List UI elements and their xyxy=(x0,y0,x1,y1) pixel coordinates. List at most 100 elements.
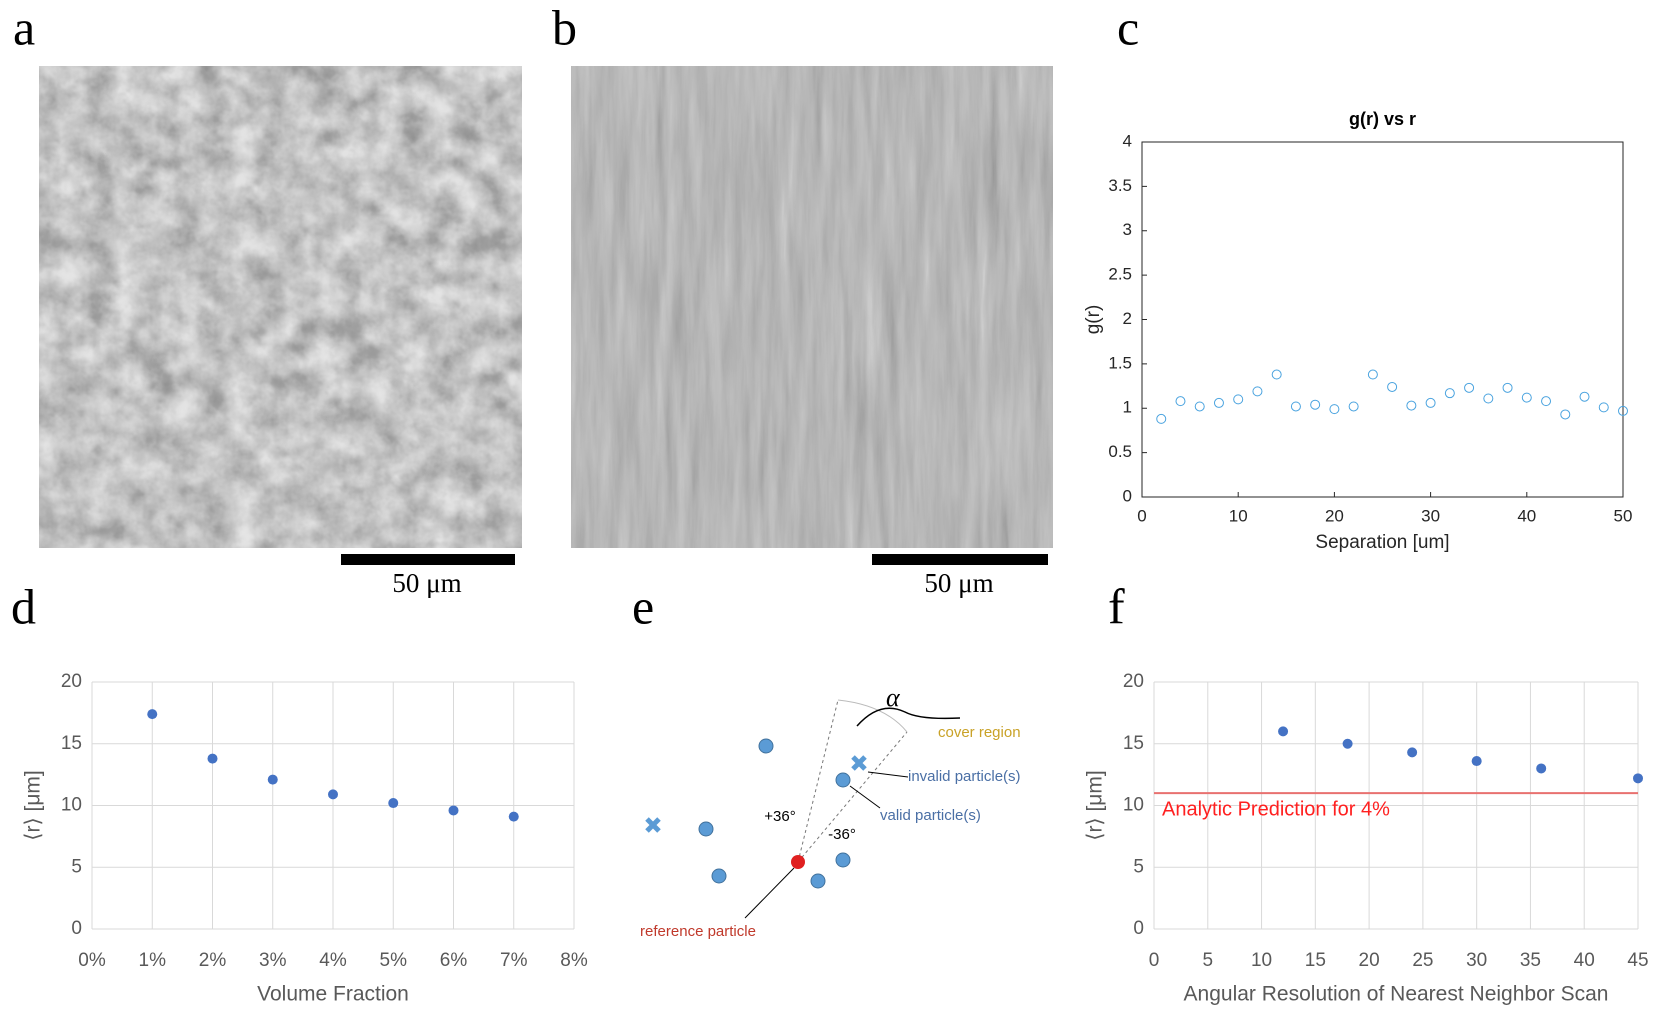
invalid-particle xyxy=(851,755,867,771)
scale-bar-label: 50 μm xyxy=(392,568,461,598)
point xyxy=(1271,369,1282,380)
sem-image xyxy=(571,66,1053,548)
particle xyxy=(835,852,851,868)
x-tick-label: 30 xyxy=(1466,950,1487,971)
alpha-pointer xyxy=(856,707,961,727)
point xyxy=(1618,405,1628,416)
point xyxy=(1310,399,1321,410)
point xyxy=(1471,756,1482,767)
point xyxy=(1406,400,1417,411)
x-tick-label: 30 xyxy=(1421,506,1440,525)
x-axis-label: Volume Fraction xyxy=(257,983,409,1006)
y-tick-label: 0.5 xyxy=(1108,442,1132,461)
y-axis-label: ⟨r⟩ [μm] xyxy=(22,770,45,840)
x-tick-label: 8% xyxy=(560,950,588,971)
point xyxy=(1464,382,1475,393)
y-tick-label: 15 xyxy=(1123,733,1144,754)
panel-letter: f xyxy=(1108,578,1125,634)
x-tick-label: 45 xyxy=(1627,950,1648,971)
point xyxy=(1536,763,1547,774)
point xyxy=(1598,402,1609,413)
panel-letter: b xyxy=(552,0,577,55)
point xyxy=(1502,382,1513,393)
x-tick-label: 1% xyxy=(139,950,167,971)
x-tick-label: 0% xyxy=(78,950,106,971)
x-tick-label: 50 xyxy=(1614,506,1633,525)
point xyxy=(1156,413,1167,424)
x-tick-label: 40 xyxy=(1517,506,1536,525)
y-tick-label: 1 xyxy=(1123,398,1132,417)
x-tick-label: 40 xyxy=(1574,950,1595,971)
point xyxy=(1175,396,1186,407)
point xyxy=(1633,773,1643,784)
x-tick-label: 5% xyxy=(380,950,408,971)
point xyxy=(1367,369,1378,380)
point xyxy=(1483,393,1494,404)
plot-frame xyxy=(1141,141,1624,498)
particle xyxy=(810,873,826,889)
y-axis-label: ⟨r⟩ [μm] xyxy=(1084,770,1107,840)
cone-edge xyxy=(797,731,908,863)
arrow xyxy=(867,771,909,778)
point xyxy=(388,798,399,809)
panel-letter: c xyxy=(1117,0,1139,55)
panel-letter: a xyxy=(13,0,35,55)
y-tick-label: 4 xyxy=(1123,131,1132,150)
x-tick-label: 7% xyxy=(500,950,528,971)
invalid-particle xyxy=(645,817,661,833)
chart-title: g(r) vs r xyxy=(1349,109,1416,129)
y-tick-label: 0 xyxy=(1133,918,1144,939)
point xyxy=(1560,409,1571,420)
point xyxy=(1233,394,1244,405)
y-tick-label: 10 xyxy=(1123,795,1144,816)
point xyxy=(1521,392,1532,403)
y-axis-label: g(r) xyxy=(1083,305,1104,335)
point xyxy=(147,709,158,720)
point xyxy=(1444,388,1455,399)
x-tick-label: 3% xyxy=(259,950,287,971)
arrow xyxy=(744,867,795,919)
x-tick-label: 0 xyxy=(1149,950,1160,971)
point xyxy=(1407,747,1418,758)
x-tick-label: 0 xyxy=(1137,506,1146,525)
x-axis-label: Separation [um] xyxy=(1315,532,1449,553)
scale-bar xyxy=(341,554,515,565)
y-tick-label: 2 xyxy=(1123,309,1132,328)
y-tick-label: 2.5 xyxy=(1108,265,1132,284)
alpha-label: α xyxy=(886,683,901,712)
x-tick-label: 2% xyxy=(199,950,227,971)
y-tick-label: 5 xyxy=(71,856,82,877)
point xyxy=(1329,404,1340,415)
x-axis-label: Angular Resolution of Nearest Neighbor S… xyxy=(1184,983,1609,1006)
x-tick-label: 15 xyxy=(1305,950,1326,971)
diagram: α cover region invalid particle(s) valid… xyxy=(640,683,1021,940)
panel-letter: d xyxy=(11,578,36,634)
reference-label: reference particle xyxy=(640,923,756,940)
point xyxy=(1387,381,1398,392)
point xyxy=(1342,738,1353,749)
x-tick-label: 20 xyxy=(1359,950,1380,971)
point xyxy=(1579,391,1590,402)
point xyxy=(328,789,338,800)
y-tick-label: 5 xyxy=(1133,856,1144,877)
x-tick-label: 35 xyxy=(1520,950,1541,971)
particle xyxy=(698,821,714,837)
cover-label: cover region xyxy=(938,724,1021,741)
point xyxy=(1278,726,1289,737)
point xyxy=(1541,396,1552,407)
point xyxy=(1290,401,1301,412)
x-tick-label: 25 xyxy=(1412,950,1433,971)
y-tick-label: 3 xyxy=(1123,220,1132,239)
particle xyxy=(758,738,774,754)
x-tick-label: 4% xyxy=(319,950,347,971)
y-tick-label: 0 xyxy=(71,918,82,939)
x-tick-label: 10 xyxy=(1229,506,1248,525)
particle xyxy=(835,772,851,788)
particle xyxy=(711,868,727,884)
reference-particle xyxy=(791,855,805,869)
point xyxy=(1194,401,1205,412)
x-tick-label: 6% xyxy=(440,950,468,971)
valid-label: valid particle(s) xyxy=(880,807,981,824)
point xyxy=(1348,401,1359,412)
